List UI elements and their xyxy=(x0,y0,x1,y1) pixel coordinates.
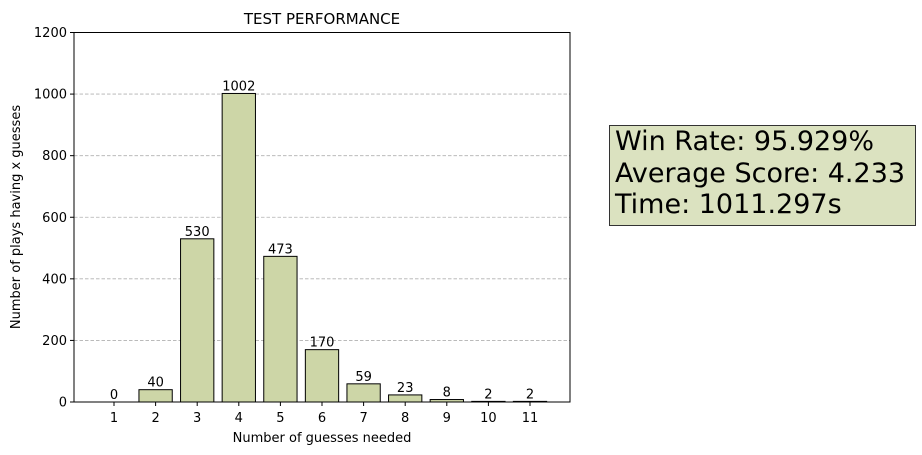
bar xyxy=(221,92,256,403)
y-tick-label: 1000 xyxy=(34,88,67,103)
x-tick-label: 11 xyxy=(522,411,539,426)
y-tick-label: 0 xyxy=(59,396,67,411)
x-tick-label: 4 xyxy=(235,411,243,426)
x-tick-label: 6 xyxy=(318,411,326,426)
bar-value-label: 2 xyxy=(526,387,534,402)
y-axis-label: Number of plays having x guesses xyxy=(9,105,24,329)
bar-value-label: 473 xyxy=(268,242,293,257)
y-tick-label: 1200 xyxy=(34,26,67,41)
bar-value-label: 0 xyxy=(110,388,118,403)
bar-value-label: 2 xyxy=(484,387,492,402)
bar xyxy=(263,255,298,403)
time-text: Time: 1011.297s xyxy=(615,189,842,220)
y-tick-label: 600 xyxy=(42,211,67,226)
y-tick-label: 800 xyxy=(42,149,67,164)
x-axis-ticks: 1 2 3 4 5 6 7 8 9 10 11 xyxy=(110,402,538,426)
bar-value-label: 170 xyxy=(310,336,335,351)
bar-value-label: 8 xyxy=(443,386,451,401)
bar-value-label: 23 xyxy=(397,381,414,396)
y-tick-label: 200 xyxy=(42,334,67,349)
x-tick-label: 9 xyxy=(443,411,451,426)
bar xyxy=(346,383,381,403)
x-axis-label: Number of guesses needed xyxy=(233,431,412,446)
bar xyxy=(138,389,173,403)
bar-value-label: 1002 xyxy=(222,79,255,94)
x-tick-label: 3 xyxy=(193,411,201,426)
x-tick-label: 5 xyxy=(276,411,284,426)
bar-value-label: 40 xyxy=(147,376,164,391)
grid-lines xyxy=(74,93,570,341)
bar-value-label: 59 xyxy=(355,370,372,385)
x-tick-label: 8 xyxy=(401,411,409,426)
x-tick-label: 7 xyxy=(359,411,367,426)
bar xyxy=(304,349,340,403)
bar xyxy=(180,238,215,403)
average-score-text: Average Score: 4.233 xyxy=(615,157,906,189)
y-tick-label: 400 xyxy=(42,272,67,287)
y-axis-ticks: 0 200 400 600 800 1000 1200 xyxy=(34,26,74,411)
stats-box: Win Rate: 95.929% Average Score: 4.233 T… xyxy=(609,125,916,226)
x-tick-label: 2 xyxy=(151,411,159,426)
win-rate-text: Win Rate: 95.929% xyxy=(615,126,875,157)
bar xyxy=(388,394,423,403)
x-tick-label: 10 xyxy=(480,411,497,426)
chart-title: TEST PERFORMANCE xyxy=(243,10,400,28)
x-tick-label: 1 xyxy=(110,411,118,426)
bar-value-label: 530 xyxy=(185,225,210,240)
bars: 0 40 530 1002 473 170 59 23 8 2 2 xyxy=(110,79,548,403)
